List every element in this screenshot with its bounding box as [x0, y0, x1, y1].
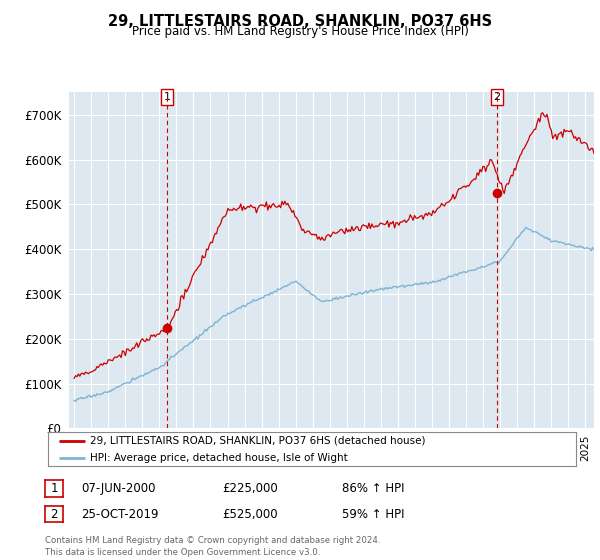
Text: 29, LITTLESTAIRS ROAD, SHANKLIN, PO37 6HS: 29, LITTLESTAIRS ROAD, SHANKLIN, PO37 6H… — [108, 14, 492, 29]
Text: Price paid vs. HM Land Registry's House Price Index (HPI): Price paid vs. HM Land Registry's House … — [131, 25, 469, 38]
Text: 07-JUN-2000: 07-JUN-2000 — [81, 482, 155, 495]
Text: 1: 1 — [50, 482, 58, 495]
Text: 59% ↑ HPI: 59% ↑ HPI — [342, 507, 404, 521]
Text: 2: 2 — [493, 92, 500, 102]
Text: 1: 1 — [163, 92, 170, 102]
Text: 25-OCT-2019: 25-OCT-2019 — [81, 507, 158, 521]
Text: 29, LITTLESTAIRS ROAD, SHANKLIN, PO37 6HS (detached house): 29, LITTLESTAIRS ROAD, SHANKLIN, PO37 6H… — [90, 436, 426, 446]
Text: £525,000: £525,000 — [222, 507, 278, 521]
Text: 2: 2 — [50, 507, 58, 521]
Text: £225,000: £225,000 — [222, 482, 278, 495]
Text: 86% ↑ HPI: 86% ↑ HPI — [342, 482, 404, 495]
Text: HPI: Average price, detached house, Isle of Wight: HPI: Average price, detached house, Isle… — [90, 452, 348, 463]
Text: Contains HM Land Registry data © Crown copyright and database right 2024.
This d: Contains HM Land Registry data © Crown c… — [45, 536, 380, 557]
